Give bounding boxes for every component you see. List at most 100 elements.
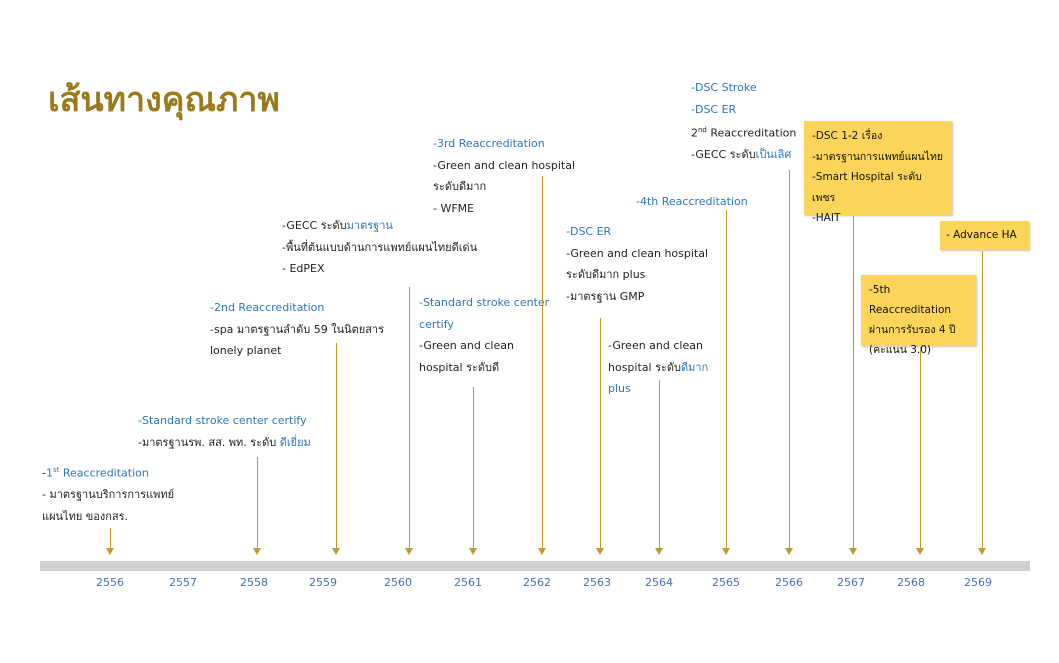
highlight-text: -3rd Reaccreditation: [433, 137, 545, 150]
milestone-line: -DSC ER: [691, 99, 796, 121]
milestone-text: -HAIT: [812, 212, 841, 224]
milestone-line: certify: [419, 314, 549, 336]
milestone-line: hospital ระดับดีมาก: [608, 357, 708, 379]
milestone-line: -Smart Hospital ระดับเพชร: [812, 167, 944, 208]
milestone-line: lonely planet: [210, 340, 384, 362]
year-label-2566: 2566: [775, 576, 803, 589]
milestone-text: -Smart Hospital ระดับเพชร: [812, 171, 922, 204]
milestone-text: -spa มาตรฐานลำดับ 59 ในนิตยสาร: [210, 322, 384, 336]
milestone-text: - Advance HA: [946, 229, 1017, 241]
milestone-line: ผ่านการรับรอง 4 ปี: [869, 320, 968, 340]
milestone-text: 2: [691, 126, 698, 140]
milestone-line: -Green and clean hospital: [566, 243, 708, 265]
highlight-text: -Standard stroke center: [419, 296, 550, 309]
milestone-line: -Standard stroke center certify: [138, 410, 311, 432]
highlight-text: plus: [608, 382, 631, 395]
milestone-2561: -Standard stroke center certify -Green and…: [419, 292, 549, 378]
arrowhead-icon: [405, 548, 413, 555]
milestone-2563: -DSC ER -Green and clean hospital ระดับดีม…: [566, 221, 708, 307]
milestone-line: -4th Reaccreditation: [636, 191, 748, 213]
highlight-text: -DSC ER: [566, 225, 612, 238]
milestone-text: -มาตรฐานรพ. สส. พท. ระดับ: [138, 435, 280, 449]
highlight-text: -Standard stroke center certify: [138, 414, 307, 427]
milestone-line: -5th Reaccreditation: [869, 280, 968, 320]
milestone-line: -DSC 1-2 เรื่อง: [812, 126, 944, 147]
milestone-text: -DSC 1-2 เรื่อง: [812, 130, 883, 142]
milestone-callout-2568: -5th Reaccreditation ผ่านการรับรอง 4 ปี (ค…: [861, 275, 976, 356]
arrowhead-icon: [655, 548, 663, 555]
highlight-text: -4th Reaccreditation: [636, 195, 748, 208]
year-label-2556: 2556: [96, 576, 124, 589]
milestone-2558: -Standard stroke center certify -มาตรฐานร…: [138, 410, 311, 453]
milestone-line: -GECC ระดับมาตรฐาน: [282, 215, 477, 237]
milestone-line: -2nd Reaccreditation: [210, 297, 384, 319]
milestone-line: -มาตรฐานการแพทย์แผนไทย: [812, 147, 944, 168]
highlight-text: ดีมาก: [681, 360, 709, 374]
year-label-2568: 2568: [897, 576, 925, 589]
milestone-2559: -2nd Reaccreditation -spa มาตรฐานลำดับ 59…: [210, 297, 384, 362]
arrowhead-icon: [106, 548, 114, 555]
year-label-2564: 2564: [645, 576, 673, 589]
arrowhead-icon: [916, 548, 924, 555]
milestone-line: - EdPEX: [282, 258, 477, 280]
milestone-text: -5th Reaccreditation: [869, 284, 952, 316]
milestone-line: 2nd Reaccreditation: [691, 120, 796, 144]
year-label-2560: 2560: [384, 576, 412, 589]
milestone-text: -GECC ระดับ: [282, 219, 347, 232]
milestone-2560: -GECC ระดับมาตรฐาน -พื้นที่ต้นแบบด้านการแ…: [282, 215, 477, 280]
highlight-text: certify: [419, 317, 454, 331]
timeline-axis: [40, 561, 1030, 571]
year-label-2557: 2557: [169, 576, 197, 589]
milestone-line: plus: [608, 378, 708, 400]
milestone-text: -Green and clean hospital: [433, 158, 576, 172]
milestone-line: -Green and clean hospital: [433, 155, 575, 177]
milestone-line: แผนไทย ของกสร.: [42, 506, 174, 528]
milestone-text: -Green and clean: [608, 339, 703, 352]
arrowhead-icon: [849, 548, 857, 555]
milestone-line: -มาตรฐานรพ. สส. พท. ระดับ ดีเยี่ยม: [138, 432, 311, 454]
milestone-line: -1st Reaccreditation: [42, 460, 174, 484]
milestone-line: -DSC Stroke: [691, 77, 796, 99]
arrowhead-icon: [469, 548, 477, 555]
milestone-2556: -1st Reaccreditation - มาตรฐานบริการการแพ…: [42, 460, 174, 527]
milestone-line: -HAIT: [812, 208, 944, 229]
milestone-line: hospital ระดับดี: [419, 357, 549, 379]
milestone-line: -Green and clean: [608, 335, 708, 357]
milestone-line: - มาตรฐานบริการการแพทย์: [42, 484, 174, 506]
milestone-line: -DSC ER: [566, 221, 708, 243]
year-label-2559: 2559: [309, 576, 337, 589]
milestone-text: hospital ระดับ: [608, 360, 682, 374]
highlight-text: 1: [45, 466, 53, 480]
milestone-line: - WFME: [433, 198, 575, 220]
arrowhead-icon: [253, 548, 261, 555]
year-label-2565: 2565: [712, 576, 740, 589]
milestone-2566: -DSC Stroke -DSC ER 2nd Reaccreditation -GE…: [691, 77, 796, 166]
arrowhead-icon: [538, 548, 546, 555]
year-label-2567: 2567: [837, 576, 865, 589]
milestone-text: - EdPEX: [282, 262, 325, 275]
highlight-text: ดีเยี่ยม: [279, 435, 311, 449]
milestone-text: ระดับดีมาก: [433, 180, 487, 193]
milestone-callout-2567: -DSC 1-2 เรื่อง -มาตรฐานการแพทย์แผนไทย -Sm…: [804, 121, 952, 224]
milestone-text: - มาตรฐานบริการการแพทย์: [42, 488, 175, 502]
milestone-2564: -Green and clean hospital ระดับดีมาก plus: [608, 335, 708, 400]
milestone-text: ผ่านการรับรอง 4 ปี: [869, 324, 956, 336]
milestone-2562: -3rd Reaccreditation -Green and clean hos…: [433, 133, 575, 219]
milestone-line: - Advance HA: [946, 226, 1023, 245]
highlight-text: st: [52, 466, 60, 474]
milestone-text: Reaccreditation: [706, 126, 797, 140]
arrowhead-icon: [785, 548, 793, 555]
milestone-2565: -4th Reaccreditation: [636, 191, 748, 213]
arrowhead-icon: [596, 548, 604, 555]
milestone-text: แผนไทย ของกสร.: [42, 509, 129, 523]
milestone-line: -Green and clean: [419, 335, 549, 357]
arrowhead-icon: [722, 548, 730, 555]
highlight-text: -DSC ER: [691, 102, 737, 116]
milestone-line: -spa มาตรฐานลำดับ 59 ในนิตยสาร: [210, 319, 384, 341]
milestone-text: ระดับดีมาก plus: [566, 268, 646, 281]
milestone-line: -พื้นที่ต้นแบบด้านการแพทย์แผนไทยดีเด่น: [282, 237, 477, 259]
highlight-text: มาตรฐาน: [346, 219, 393, 232]
year-label-2562: 2562: [523, 576, 551, 589]
highlight-text: Reaccreditation: [59, 466, 149, 480]
